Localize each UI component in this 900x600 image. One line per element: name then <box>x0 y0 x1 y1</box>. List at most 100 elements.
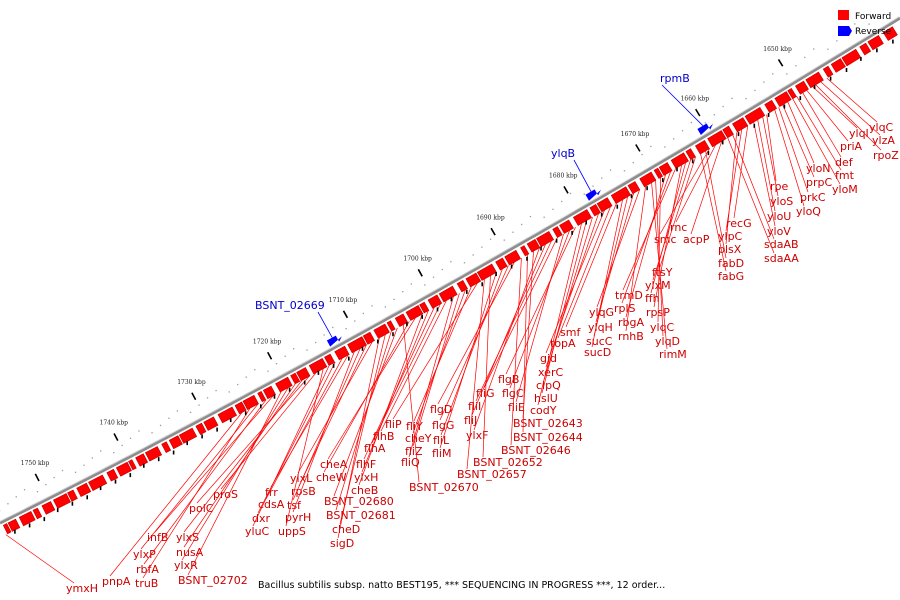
coordinate-dot <box>813 48 815 50</box>
scale-label-1700-kbp: 1700 kbp <box>403 256 432 263</box>
band-tick <box>466 289 468 294</box>
forward-gene-label-topa: topA <box>550 337 576 350</box>
forward-gene-label-pria: priA <box>840 140 863 153</box>
coordinate-dot <box>293 348 295 350</box>
forward-gene-label-flij: fliJ <box>464 414 477 427</box>
coordinate-dot <box>267 370 269 372</box>
forward-leader-chew <box>323 321 410 473</box>
forward-leader-smf <box>565 203 617 328</box>
coordinate-dot <box>198 404 200 406</box>
band-tick <box>845 68 848 72</box>
coordinate-dot <box>129 437 132 439</box>
forward-gene-label-flim: fliM <box>432 447 451 460</box>
coordinate-dot <box>552 208 554 210</box>
forward-gene-block <box>520 245 530 257</box>
forward-leader-rbfa <box>143 399 267 565</box>
band-tick <box>288 387 291 392</box>
forward-gene-label-rbfa: rbfA <box>136 563 159 576</box>
forward-gene-label-yluc: yluC <box>245 525 270 538</box>
coordinate-dot <box>704 122 706 124</box>
band-tick <box>143 463 145 468</box>
forward-gene-label-chey: cheY <box>405 432 432 445</box>
forward-gene-label-upps: uppS <box>278 525 306 538</box>
forward-leader-ylxp <box>140 403 259 550</box>
forward-gene-label-flgc: flgC <box>502 387 524 400</box>
band-tick <box>43 517 46 522</box>
forward-leader-fabg <box>700 153 727 272</box>
forward-gene-label-clpq: clpQ <box>536 379 561 392</box>
forward-leader-flhf <box>363 307 435 460</box>
forward-gene-label-ylxf: ylxF <box>466 429 488 442</box>
forward-gene-label-ylxh: ylxH <box>354 471 378 484</box>
band-tick <box>28 523 31 528</box>
forward-gene-label-tsf: tsf <box>287 499 302 512</box>
band-tick <box>392 332 394 337</box>
scale-label-1670-kbp: 1670 kbp <box>621 131 650 138</box>
forward-leader-yluc <box>252 365 330 527</box>
coordinate-dot <box>315 341 317 344</box>
coordinate-dot <box>74 471 77 473</box>
band-tick <box>56 508 59 513</box>
coordinate-dot <box>868 23 870 25</box>
coordinate-dot <box>772 73 774 75</box>
forward-gene-label-bsnt-02644: BSNT_02644 <box>513 431 583 444</box>
forward-leader-ylov <box>753 122 776 227</box>
forward-gene-label-bsnt-02657: BSNT_02657 <box>457 468 527 481</box>
forward-gene-label-fabg: fabG <box>718 270 744 283</box>
forward-leader-cody <box>537 223 582 406</box>
coordinate-dot <box>254 369 256 371</box>
forward-gene-label-flgd: flgD <box>430 403 452 416</box>
forward-gene-block <box>334 345 350 361</box>
coordinate-dot <box>521 223 523 226</box>
band-tick <box>616 204 619 209</box>
forward-gene-label-ylxp: ylxP <box>133 548 156 561</box>
forward-leader-flii <box>475 240 552 402</box>
forward-gene-block <box>732 117 749 133</box>
coordinate-dot <box>786 73 788 75</box>
forward-gene-label-ylqi: ylqI <box>849 127 869 140</box>
genome-backbone <box>0 16 900 525</box>
reverse-leader-ylqb <box>573 159 592 192</box>
forward-leader-rpls <box>621 171 671 304</box>
coordinate-dot <box>215 389 217 392</box>
forward-gene-block <box>168 435 183 450</box>
coordinate-dot <box>228 391 230 393</box>
forward-gene-label-def: def <box>835 156 854 169</box>
band-tick <box>876 48 878 53</box>
scale-tick-1750-kbp <box>34 473 40 482</box>
forward-leader-cdsa <box>265 358 343 500</box>
band-tick <box>753 123 756 128</box>
forward-gene-label-sucd: sucD <box>584 346 611 359</box>
coordinate-dot <box>795 65 797 67</box>
forward-gene-label-cody: codY <box>530 404 557 417</box>
forward-leader-ylxs <box>183 379 303 533</box>
coordinate-dot <box>189 411 192 414</box>
forward-leader-ylqc <box>826 77 878 123</box>
forward-leader-recg <box>733 125 749 219</box>
scale-tick-1680-kbp <box>563 185 569 194</box>
coordinate-dot <box>410 283 412 285</box>
forward-leader-fliq <box>408 296 454 458</box>
band-tick <box>273 394 276 399</box>
band-tick <box>377 339 379 344</box>
coordinate-dot <box>275 363 278 365</box>
forward-gene-block <box>627 181 641 195</box>
forward-gene-block <box>234 401 247 415</box>
forward-gene-label-sdaab: sdaAB <box>764 238 799 251</box>
scale-tick-1720-kbp <box>266 351 273 360</box>
forward-gene-block <box>290 372 301 385</box>
band-tick <box>129 473 132 478</box>
forward-gene-label-trmd: trmD <box>615 289 643 302</box>
band-tick <box>361 346 364 351</box>
coordinate-dot <box>632 162 634 164</box>
band-tick <box>436 307 439 312</box>
coordinate-dot <box>450 261 452 263</box>
forward-gene-block <box>427 294 443 309</box>
reverse-gene-label-bsnt-02669: BSNT_02669 <box>255 299 325 312</box>
coordinate-dot <box>284 355 286 357</box>
forward-gene-label-bsnt-02670: BSNT_02670 <box>409 481 479 494</box>
forward-gene-label-trub: truB <box>135 577 158 590</box>
coordinate-dot <box>159 424 162 427</box>
forward-gene-label-rpls: rplS <box>614 302 636 315</box>
